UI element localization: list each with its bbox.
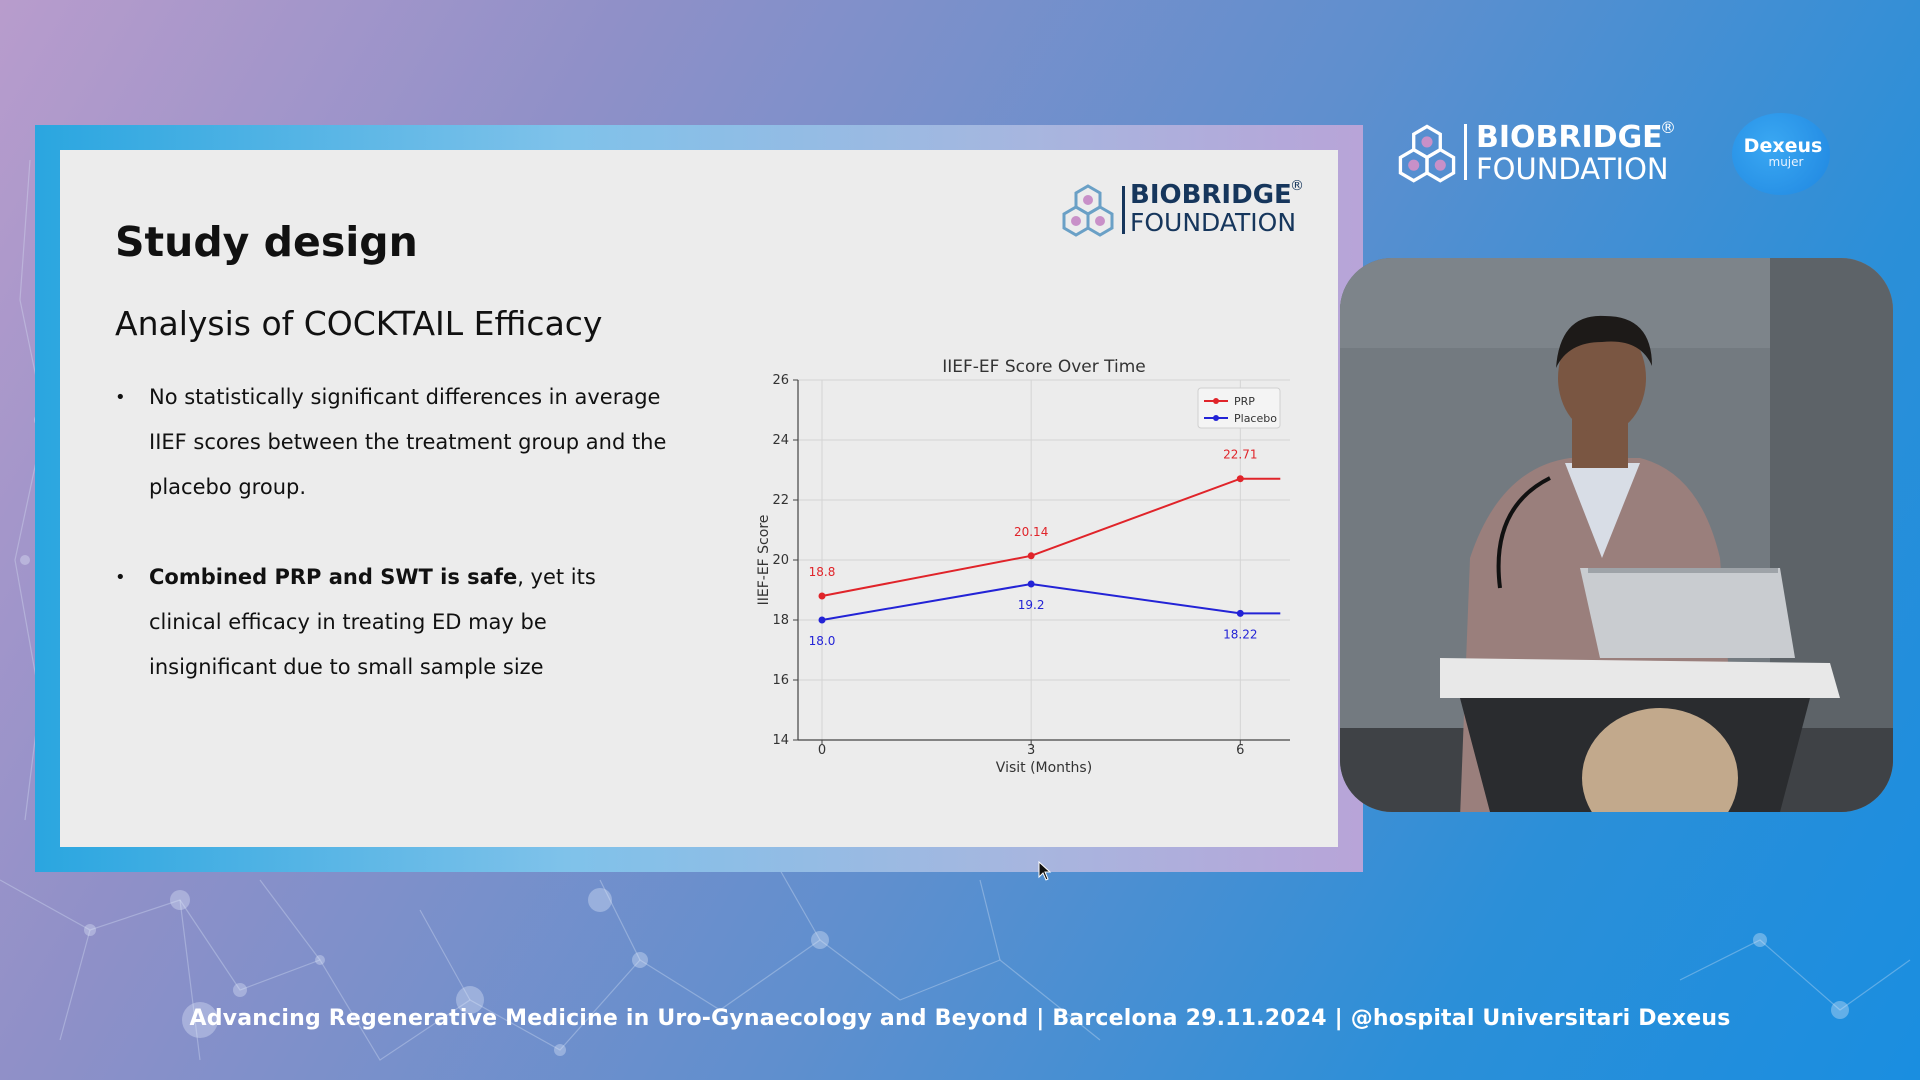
header-logo-registered: ® [1660, 118, 1676, 137]
y-tick-label: 18 [772, 613, 789, 628]
speaker-video [1340, 258, 1893, 812]
data-point-prp [818, 592, 826, 600]
data-label-prp: 18.8 [809, 565, 836, 579]
y-tick-label: 16 [772, 673, 789, 688]
x-axis-label: Visit (Months) [996, 760, 1092, 776]
header-logo-line2: FOUNDATION [1476, 152, 1669, 186]
bullet-text: , yet its clinical efficacy in treating … [149, 565, 596, 679]
dexeus-logo-sub: mujer [1768, 155, 1804, 169]
x-tick-label: 0 [818, 743, 826, 758]
bullet-item: • Combined PRP and SWT is safe, yet its … [115, 555, 675, 690]
legend-marker-placebo [1213, 415, 1219, 421]
y-tick-label: 14 [772, 733, 789, 748]
legend-marker-prp [1213, 398, 1219, 404]
data-label-placebo: 19.2 [1018, 598, 1045, 612]
bullet-list: • No statistically significant differenc… [115, 375, 675, 690]
slide-biobridge-logo: BIOBRIDGE ® FOUNDATION [1060, 178, 1310, 238]
bullet-bold-text: Combined PRP and SWT is safe [149, 565, 518, 589]
bullet-item: • No statistically significant differenc… [115, 375, 675, 510]
x-tick-label: 6 [1236, 743, 1244, 758]
data-label-prp: 22.71 [1223, 448, 1257, 462]
event-footer: Advancing Regenerative Medicine in Uro-G… [189, 1006, 1731, 1031]
y-tick-label: 24 [772, 433, 789, 448]
logo-registered: ® [1290, 178, 1304, 194]
slide-title: Study design [115, 218, 418, 266]
chart-svg: IIEF-EF Score Over Time 14 16 18 20 22 24 26 0 3 6… [756, 357, 1290, 776]
dexeus-mujer-logo: Dexeus mujer [1732, 113, 1830, 195]
header-logo-line1: BIOBRIDGE [1476, 120, 1663, 155]
mouse-cursor-icon [1038, 861, 1052, 881]
header-biobridge-logo: BIOBRIDGE ® FOUNDATION [1396, 118, 1696, 188]
bullet-dot-icon: • [115, 387, 126, 408]
y-tick-label: 20 [772, 553, 789, 568]
bullet-text: No statistically significant differences… [149, 385, 667, 499]
data-label-placebo: 18.22 [1223, 627, 1257, 641]
y-axis-label: IIEF-EF Score [756, 515, 772, 606]
series-line-placebo [821, 582, 1281, 621]
data-point-prp [1027, 552, 1035, 560]
dexeus-logo-name: Dexeus [1743, 135, 1823, 157]
presentation-slide: Study design Analysis of COCKTAIL Effica… [60, 150, 1338, 847]
data-point-placebo [818, 616, 826, 624]
data-point-prp [1236, 475, 1244, 483]
data-point-placebo [1027, 580, 1035, 588]
logo-line1: BIOBRIDGE [1130, 180, 1292, 210]
hexagon-molecule-icon [1398, 124, 1456, 183]
speaker-video-scene [1340, 258, 1893, 812]
legend-label-placebo: Placebo [1234, 412, 1277, 425]
data-point-placebo [1236, 609, 1244, 617]
chart-title: IIEF-EF Score Over Time [942, 357, 1146, 377]
logo-line2: FOUNDATION [1130, 208, 1297, 237]
bullet-dot-icon: • [115, 567, 126, 588]
legend-label-prp: PRP [1234, 395, 1255, 408]
slide-subtitle: Analysis of COCKTAIL Efficacy [115, 304, 603, 343]
line-chart: IIEF-EF Score Over Time 14 16 18 20 22 24 26 0 3 6… [680, 320, 1320, 790]
x-tick-label: 3 [1027, 743, 1035, 758]
hexagon-molecule-icon [1062, 184, 1114, 237]
data-label-placebo: 18.0 [809, 634, 836, 648]
data-label-prp: 20.14 [1014, 525, 1048, 539]
series-line-prp [821, 477, 1281, 597]
y-tick-label: 22 [772, 493, 789, 508]
y-tick-label: 26 [772, 373, 789, 388]
